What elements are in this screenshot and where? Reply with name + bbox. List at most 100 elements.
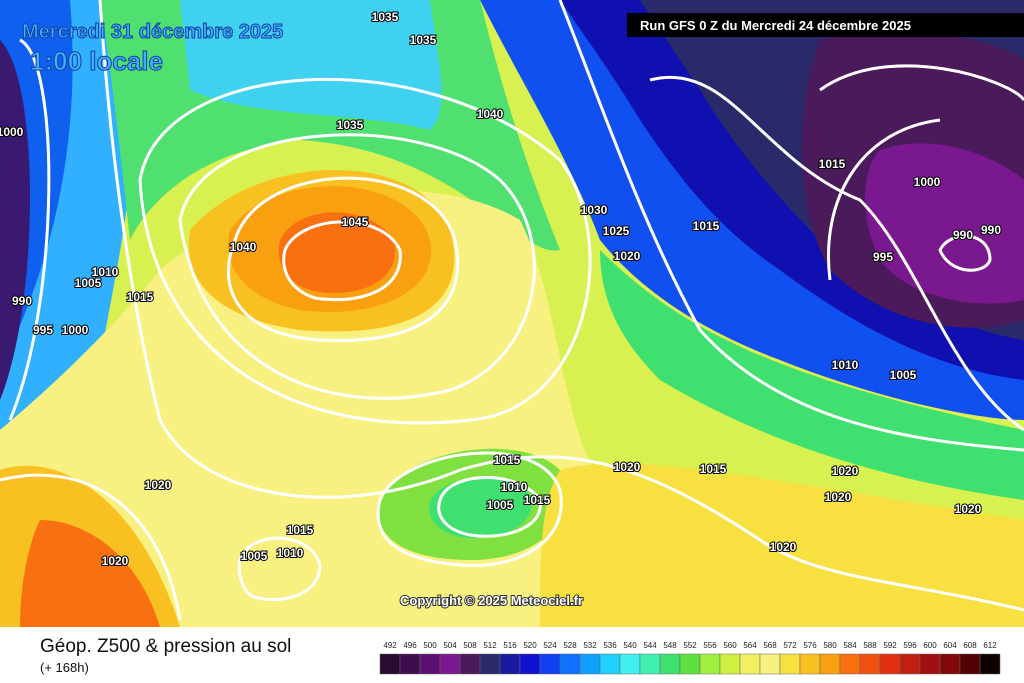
scale-swatch [539, 653, 561, 675]
isobar-label: 1020 [614, 249, 641, 263]
scale-label: 496 [403, 641, 417, 650]
scale-swatch [959, 653, 981, 675]
isobar-label: 1015 [494, 453, 521, 467]
scale-swatch [939, 653, 961, 675]
scale-label: 556 [703, 641, 717, 650]
scale-swatch [699, 653, 721, 675]
scale-label: 584 [843, 641, 857, 650]
scale-label: 504 [443, 641, 457, 650]
scale-label: 528 [563, 641, 577, 650]
date-label: Mercredi 31 décembre 2025 [22, 21, 283, 43]
copyright: Copyright © 2025 Meteociel.fr [400, 593, 583, 608]
scale-swatch [439, 653, 461, 675]
isobar-label: 1020 [825, 490, 852, 504]
scale-swatch [479, 653, 501, 675]
scale-label: 540 [623, 641, 637, 650]
isobar-label: 1035 [337, 118, 364, 132]
scale-label: 544 [643, 641, 657, 650]
scale-swatch [759, 653, 781, 675]
scale-swatch [399, 653, 421, 675]
scale-label: 512 [483, 641, 497, 650]
isobar-label: 1045 [342, 215, 369, 229]
scale-label: 572 [783, 641, 797, 650]
isobar-label: 1005 [75, 276, 102, 290]
isobar-label: 1000 [0, 125, 24, 139]
scale-swatch [839, 653, 861, 675]
isobar-label: 1015 [700, 462, 727, 476]
scale-label: 536 [603, 641, 617, 650]
scale-swatch [599, 653, 621, 675]
scale-swatch [579, 653, 601, 675]
scale-swatch [379, 653, 401, 675]
scale-swatch [639, 653, 661, 675]
footer-title: Géop. Z500 & pression au sol [40, 636, 291, 657]
scale-swatch [499, 653, 521, 675]
scale-label: 532 [583, 641, 597, 650]
isobars [0, 0, 1024, 621]
isobar-label: 1010 [832, 358, 859, 372]
isobar-label: 1000 [62, 323, 89, 337]
scale-swatch [459, 653, 481, 675]
isobar-label: 1015 [524, 493, 551, 507]
scale-swatch [419, 653, 441, 675]
isobar-labels: 1035 1035 1040 1035 1000 1045 1040 1030 … [0, 9, 1002, 569]
isobar-label: 1025 [603, 224, 630, 238]
color-scale: 492 496 500 504 508 512 516 520 524 528 532 536 540 5… [379, 641, 1001, 675]
isobar-label: 1015 [693, 219, 720, 233]
scale-label: 580 [823, 641, 837, 650]
isobar-label: 1020 [102, 554, 129, 568]
scale-label: 612 [983, 641, 997, 650]
scale-label: 520 [523, 641, 537, 650]
scale-label: 560 [723, 641, 737, 650]
scale-swatch [779, 653, 801, 675]
isobar-label: 1035 [372, 10, 399, 24]
scale-label: 524 [543, 641, 557, 650]
isobar-label: 990 [981, 223, 1001, 237]
isobar-label: 1020 [832, 464, 859, 478]
scale-swatch [899, 653, 921, 675]
scale-label: 568 [763, 641, 777, 650]
scale-label: 596 [903, 641, 917, 650]
isobar-label: 990 [12, 294, 32, 308]
isobar-label: 1035 [410, 33, 437, 47]
isobar-label: 1005 [241, 549, 268, 563]
scale-swatch [919, 653, 941, 675]
isobar-label: 990 [953, 228, 973, 242]
scale-swatch [679, 653, 701, 675]
scale-swatch [719, 653, 741, 675]
scale-label: 576 [803, 641, 817, 650]
scale-label: 508 [463, 641, 477, 650]
scale-label: 492 [383, 641, 397, 650]
scale-label: 548 [663, 641, 677, 650]
isobar-label: 995 [873, 250, 893, 264]
isobar-label: 1010 [501, 480, 528, 494]
scale-label: 588 [863, 641, 877, 650]
scale-label: 600 [923, 641, 937, 650]
scale-label: 552 [683, 641, 697, 650]
isobar-label: 1015 [819, 157, 846, 171]
run-label: Run GFS 0 Z du Mercredi 24 décembre 2025 [640, 18, 911, 33]
isobar-label: 1015 [287, 523, 314, 537]
scale-label: 564 [743, 641, 757, 650]
isobar-label: 1000 [914, 175, 941, 189]
isobar-label: 1020 [145, 478, 172, 492]
scale-swatch [819, 653, 841, 675]
scale-swatch [519, 653, 541, 675]
scale-swatch [799, 653, 821, 675]
isobar-label: 1030 [581, 203, 608, 217]
time-label: 1:00 locale [30, 46, 163, 76]
scale-swatch [619, 653, 641, 675]
scale-swatch [879, 653, 901, 675]
isobar-label: 1040 [230, 240, 257, 254]
isobar-label: 1010 [92, 265, 119, 279]
isobar-label: 1005 [487, 498, 514, 512]
isobar-label: 1020 [614, 460, 641, 474]
scale-label: 500 [423, 641, 437, 650]
scale-swatch [559, 653, 581, 675]
run-box [627, 13, 1024, 37]
scale-swatch [739, 653, 761, 675]
footer-subtitle: (+ 168h) [40, 660, 89, 675]
isobar-label: 1010 [277, 546, 304, 560]
isobar-label: 1020 [955, 502, 982, 516]
